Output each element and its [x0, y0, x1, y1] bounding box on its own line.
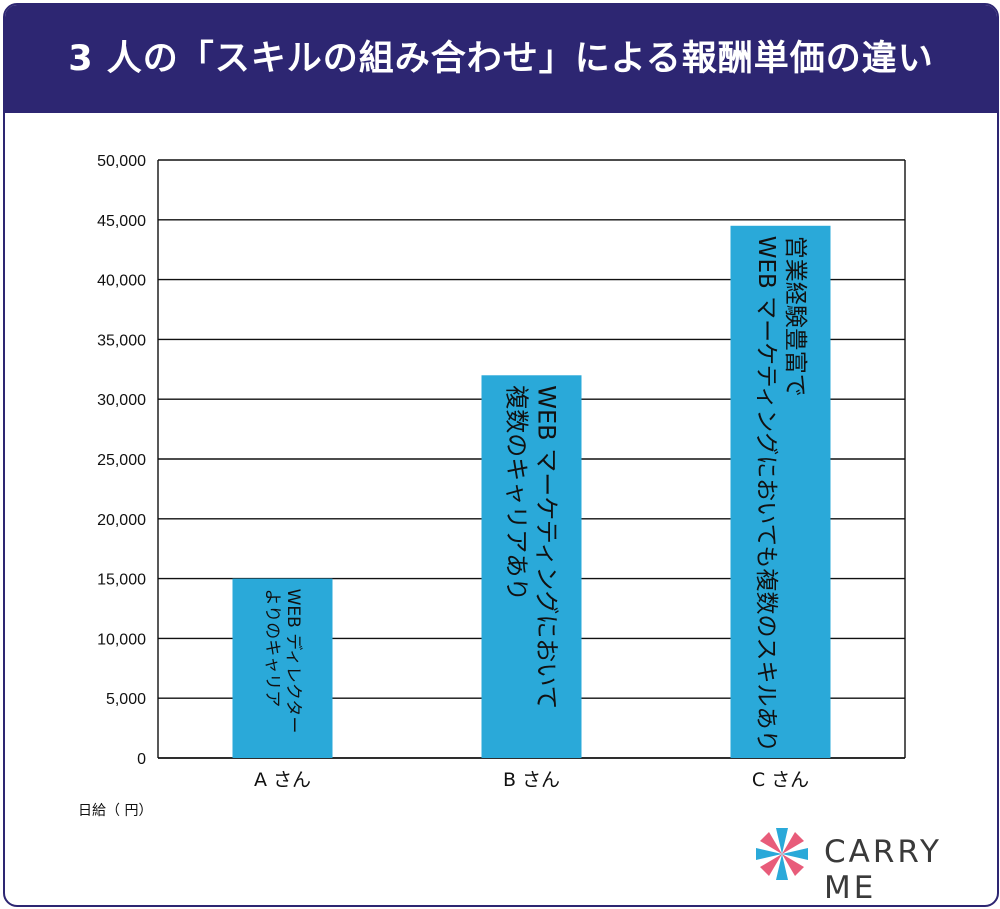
y-tick-label: 15,000: [97, 572, 146, 589]
bar-label: WEB マーケティングにおいても複数のスキルあり: [753, 236, 779, 753]
y-tick-label: 20,000: [97, 512, 146, 529]
carry-me-logo: CARRY ME: [752, 824, 992, 906]
bar-label: WEB マーケティングにおいて: [533, 385, 561, 709]
bar: [232, 578, 333, 758]
y-tick-label: 0: [137, 751, 146, 768]
y-tick-label: 35,000: [97, 332, 146, 349]
bar: [481, 375, 582, 758]
bar: [730, 225, 831, 758]
y-tick-label: 45,000: [97, 213, 146, 230]
y-tick-label: 30,000: [97, 392, 146, 409]
logo-mark-icon: [756, 828, 808, 880]
y-tick-label: 10,000: [97, 631, 146, 648]
title-banner: [5, 5, 997, 113]
bar-label: よりのキャリア: [262, 589, 282, 708]
y-tick-label: 25,000: [97, 452, 146, 469]
logo-text: CARRY ME: [824, 834, 942, 906]
bar-label: 複数のキャリアあり: [503, 385, 531, 601]
chart-title: 3 人の「スキルの組み合わせ」による報酬単価の違い: [68, 39, 934, 79]
y-axis-label: 日給（ 円）: [78, 803, 152, 819]
bar-label: WEB ディレクター: [283, 589, 304, 734]
x-category-label: B さん: [503, 769, 560, 791]
y-tick-label: 40,000: [97, 273, 146, 290]
x-category-label: C さん: [752, 769, 809, 791]
y-tick-label: 50,000: [97, 153, 146, 170]
x-category-label: A さん: [254, 769, 311, 791]
bar-label: 営業経験豊富で: [782, 236, 808, 397]
y-tick-label: 5,000: [106, 691, 146, 708]
